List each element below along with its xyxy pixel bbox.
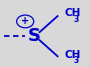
Text: S: S (28, 27, 41, 45)
Text: 3: 3 (74, 56, 79, 65)
Text: 3: 3 (74, 15, 79, 24)
Text: CH: CH (65, 50, 81, 60)
Text: +: + (21, 16, 29, 26)
Text: CH: CH (65, 8, 81, 18)
